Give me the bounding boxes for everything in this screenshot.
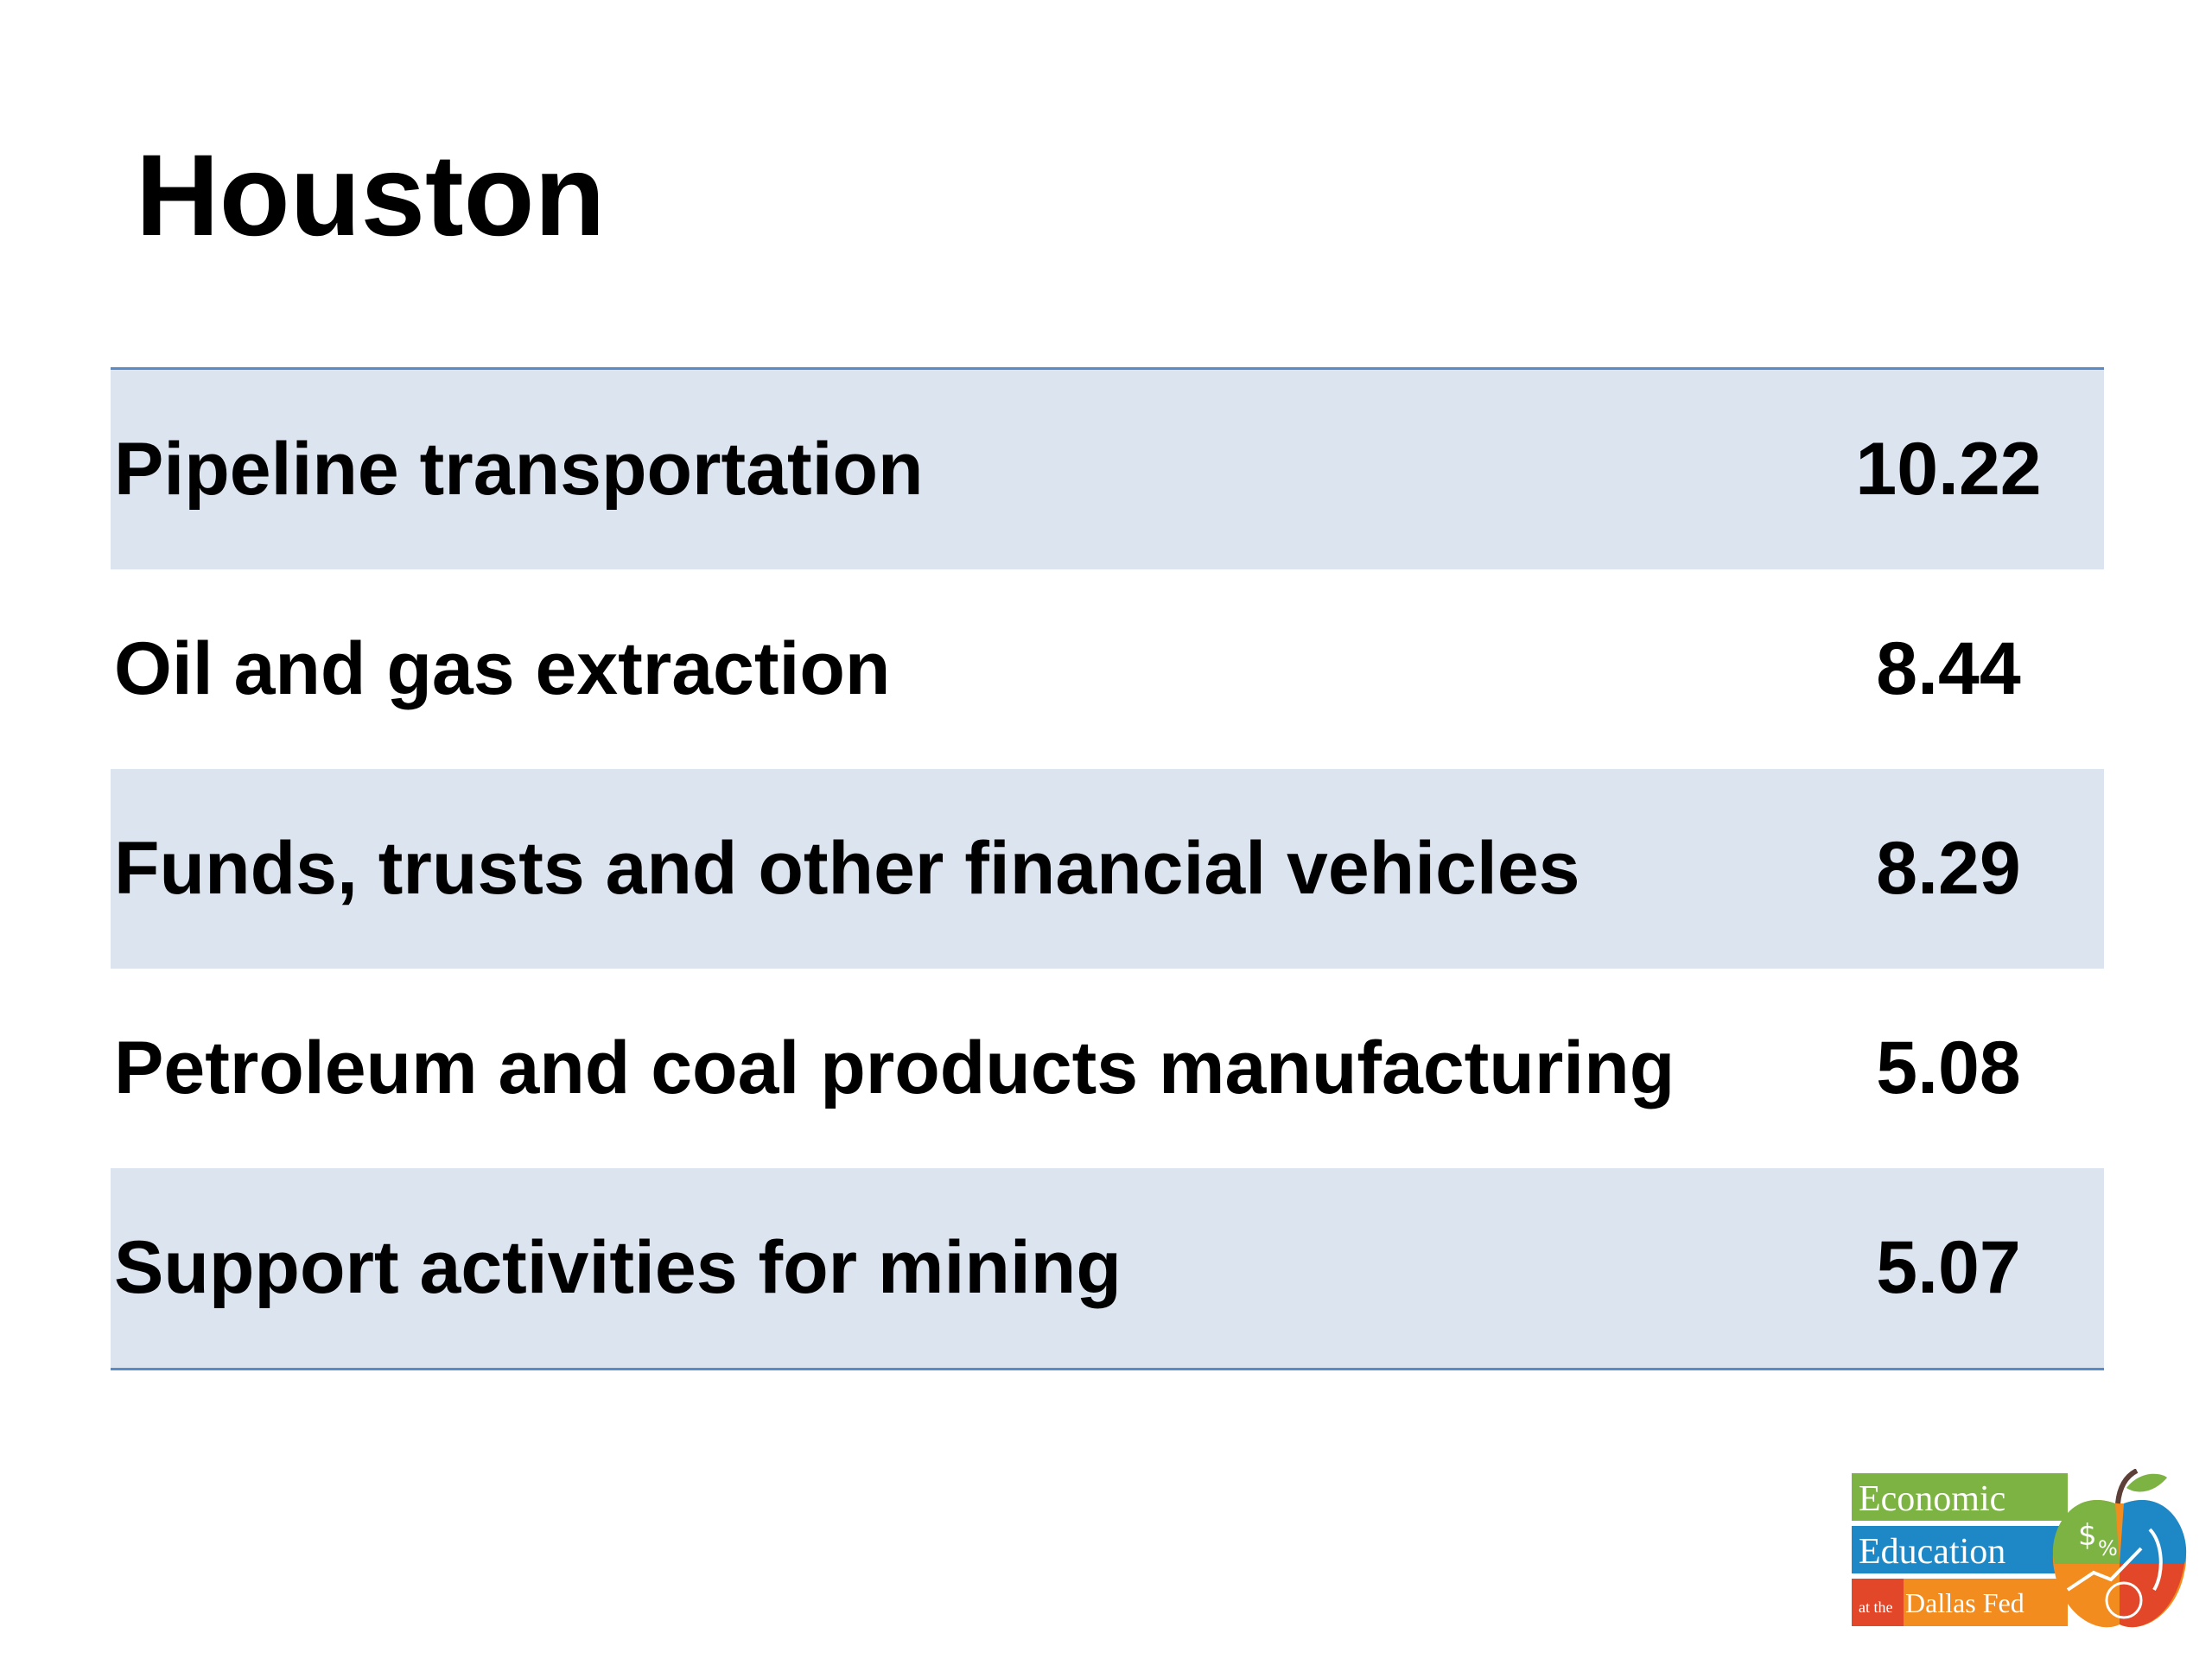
industry-value: 5.07 — [1876, 1226, 2021, 1309]
table-row: Support activities for mining 5.07 — [111, 1168, 2104, 1368]
economic-education-logo: $ % Economic Education at the Dallas Fed — [1852, 1469, 2187, 1628]
industry-name: Funds, trusts and other financial vehicl… — [114, 827, 1580, 910]
table-row: Oil and gas extraction 8.44 — [111, 569, 2104, 769]
industry-name: Petroleum and coal products manufacturin… — [114, 1027, 1675, 1109]
table-row: Petroleum and coal products manufacturin… — [111, 969, 2104, 1168]
industry-value: 5.08 — [1876, 1027, 2021, 1109]
table-row: Pipeline transportation 10.22 — [111, 370, 2104, 569]
svg-text:$: $ — [2078, 1518, 2097, 1553]
logo-text-at-the: at the — [1859, 1599, 1892, 1616]
industry-name: Support activities for mining — [114, 1226, 1122, 1309]
logo-band-green — [1852, 1473, 2068, 1521]
logo-band-blue — [1852, 1526, 2068, 1573]
industry-value: 10.22 — [1855, 428, 2042, 511]
logo-text-education: Education — [1859, 1532, 2005, 1572]
page-title: Houston — [136, 131, 606, 260]
logo-text-dallas-fed: Dallas Fed — [1905, 1587, 2024, 1618]
industry-value: 8.44 — [1876, 627, 2021, 710]
industry-table: Pipeline transportation 10.22 Oil and ga… — [111, 367, 2104, 1370]
table-row: Funds, trusts and other financial vehicl… — [111, 769, 2104, 969]
industry-value: 8.29 — [1876, 827, 2021, 910]
apple-icon: $ % — [2052, 1469, 2187, 1628]
logo-text-economic: Economic — [1859, 1479, 2005, 1519]
svg-text:%: % — [2098, 1536, 2118, 1560]
logo-band-red — [1852, 1579, 1904, 1626]
industry-name: Oil and gas extraction — [114, 627, 891, 710]
industry-name: Pipeline transportation — [114, 428, 924, 511]
